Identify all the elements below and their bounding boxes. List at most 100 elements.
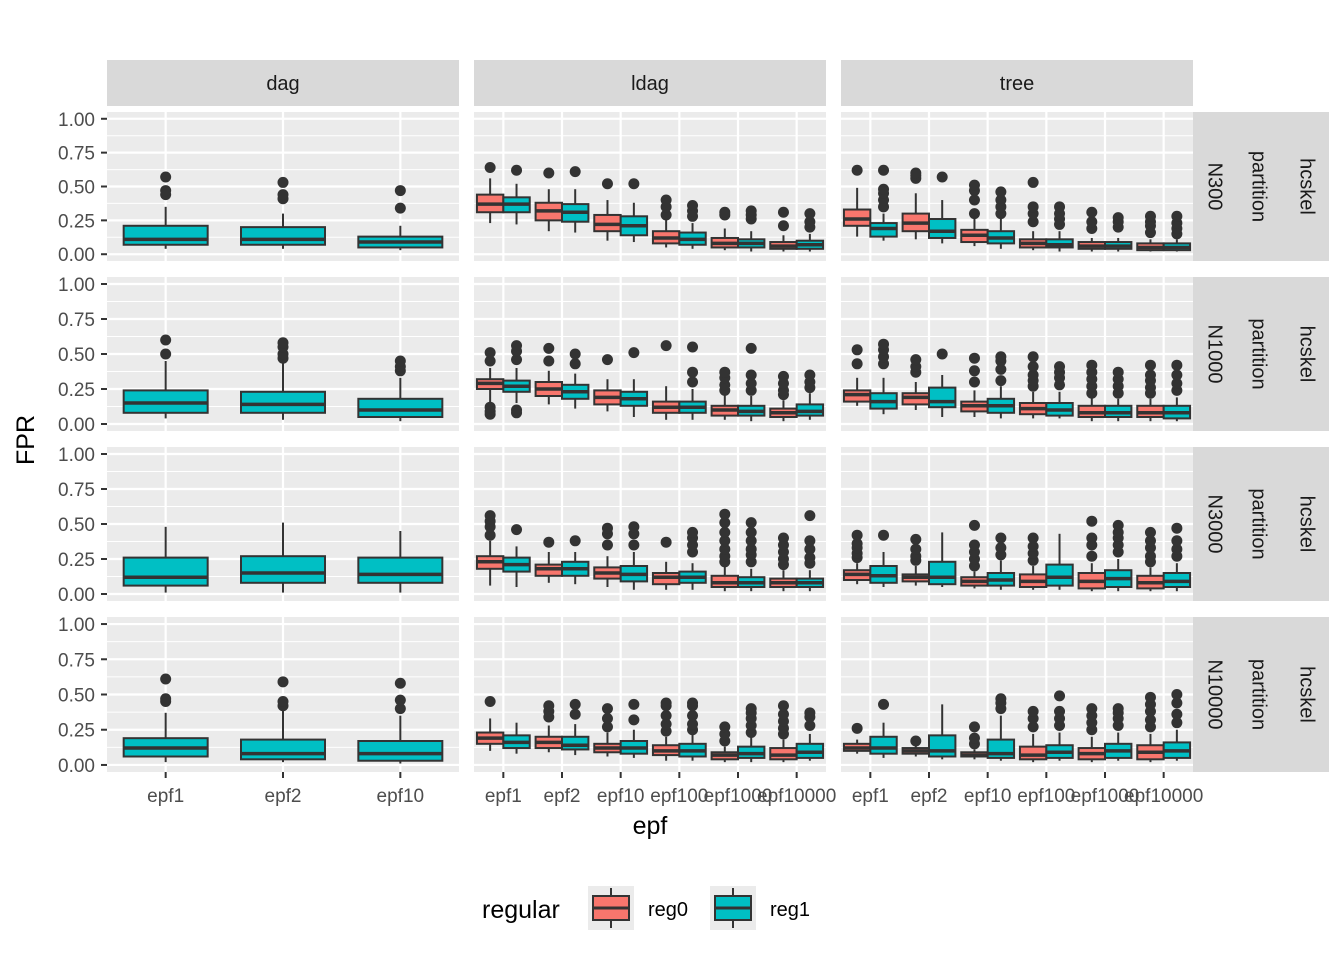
box-epf1000-reg1 [1104, 703, 1133, 761]
outlier-point [968, 539, 980, 551]
outlier-point [601, 539, 613, 551]
box-epf100-reg0 [1018, 351, 1048, 419]
box-epf1-reg1 [869, 338, 898, 415]
outlier-point [277, 696, 289, 708]
outlier-point [484, 162, 496, 174]
outlier-point [1171, 210, 1183, 222]
outlier-point [968, 721, 980, 733]
box-epf1000-reg1 [1104, 519, 1133, 592]
outlier-point [1086, 216, 1098, 228]
outlier-point [719, 721, 731, 733]
outlier-point [394, 185, 406, 197]
row-strip-N3000: hcskel partition N3000 [1193, 447, 1329, 601]
box-epf10000-reg0 [1136, 691, 1165, 763]
box-iqr [122, 556, 209, 587]
outlier-point [804, 707, 816, 719]
box-epf2-reg1 [928, 348, 957, 417]
outlier-point [804, 535, 816, 547]
outlier-point [968, 732, 980, 744]
outlier-point [1112, 519, 1124, 531]
panel-dag-N10000: epf1 epf2 epf10 0.00 0.25 0.50 0.75 1.00 [58, 615, 459, 807]
outlier-point [804, 369, 816, 381]
outlier-point [160, 348, 172, 360]
outlier-point [777, 708, 789, 720]
box-epf10000-reg1 [1162, 359, 1192, 422]
box-epf2-reg0 [534, 342, 563, 405]
box-epf10-reg0 [960, 519, 989, 589]
outlier-point [484, 347, 496, 359]
box-epf10000-reg1 [795, 510, 825, 592]
outlier-point [569, 166, 581, 178]
box-iqr [240, 738, 326, 761]
outlier-point [160, 673, 172, 685]
outlier-point [511, 524, 523, 536]
outlier-point [628, 539, 640, 551]
box-epf10-reg1 [357, 531, 444, 593]
outlier-point [995, 363, 1007, 375]
box-epf1000-reg0 [710, 721, 739, 763]
outlier-point [601, 712, 613, 724]
outlier-point [1144, 714, 1156, 726]
outlier-point [1171, 535, 1183, 547]
outlier-point [660, 340, 672, 352]
outlier-point [804, 720, 816, 731]
outlier-point [277, 176, 289, 188]
outlier-point [1171, 359, 1183, 371]
outlier-point [745, 703, 757, 715]
box-epf2-reg0 [534, 700, 563, 753]
outlier-point [745, 535, 757, 547]
box-iqr [357, 397, 444, 418]
outlier-point [936, 171, 948, 183]
box-epf100-reg0 [651, 340, 681, 420]
box-epf2-reg1 [240, 337, 326, 420]
outlier-point [1112, 212, 1124, 224]
outlier-point [910, 533, 922, 545]
outlier-point [394, 677, 406, 689]
box-epf2-reg1 [240, 522, 326, 593]
box-epf10000-reg0 [769, 700, 798, 763]
x-tick-label: epf2 [544, 786, 581, 807]
outlier-point [1027, 532, 1039, 544]
outlier-point [687, 710, 699, 722]
row-strip-label: partition [1248, 318, 1270, 389]
outlier-point [719, 206, 731, 218]
box-epf100-reg0 [1018, 532, 1048, 590]
outlier-point [777, 700, 789, 712]
outlier-point [1086, 703, 1098, 715]
y-axis-title: FPR [12, 415, 40, 465]
outlier-point [968, 352, 980, 364]
x-tick-label: epf10000 [1124, 786, 1203, 807]
box-epf1000-reg1 [737, 342, 766, 422]
outlier-point [1171, 369, 1183, 381]
box-epf10-reg1 [619, 521, 649, 590]
box-epf100-reg1 [1045, 361, 1074, 419]
outlier-point [660, 710, 672, 722]
panel-tree-N1000 [841, 277, 1193, 431]
outlier-point [995, 351, 1007, 363]
column-strip-tree: tree [841, 60, 1193, 106]
outlier-point [745, 369, 757, 381]
outlier-point [910, 167, 922, 179]
strip-background [1193, 447, 1329, 601]
x-tick-label: epf10 [964, 786, 1012, 807]
box-epf10-reg0 [593, 522, 622, 587]
x-tick-label: epf2 [265, 786, 302, 807]
outlier-point [394, 694, 406, 706]
outlier-point [1171, 708, 1183, 720]
outlier-point [910, 735, 922, 747]
outlier-point [660, 209, 672, 221]
outlier-point [484, 696, 496, 708]
outlier-point [995, 375, 1007, 387]
box-epf100-reg1 [678, 697, 707, 761]
outlier-point [687, 697, 699, 709]
box-epf2-reg0 [901, 735, 930, 757]
box-epf10000-reg1 [1162, 522, 1192, 592]
y-tick-label: 1.00 [58, 110, 95, 131]
strip-background [1193, 617, 1329, 772]
outlier-point [601, 703, 613, 715]
outlier-point [277, 676, 289, 688]
outlier-point [878, 698, 890, 710]
box-iqr [1045, 563, 1074, 587]
outlier-point [160, 171, 172, 183]
outlier-point [745, 526, 757, 538]
